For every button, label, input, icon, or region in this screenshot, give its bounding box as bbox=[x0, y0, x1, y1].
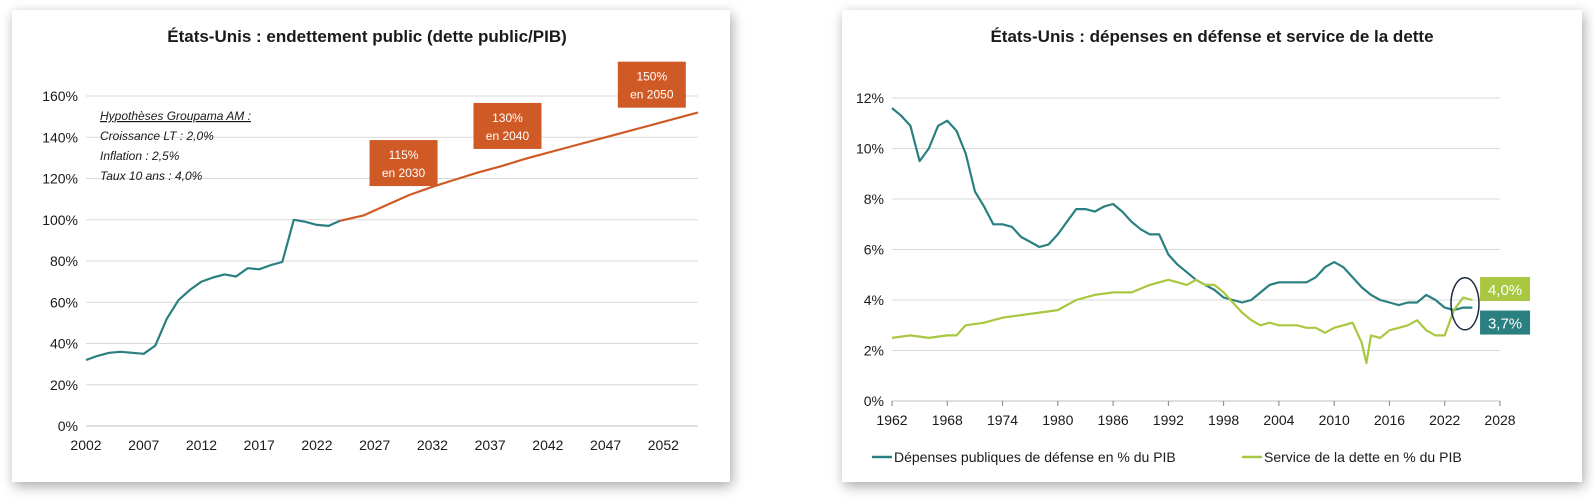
series-line-projection bbox=[339, 111, 699, 222]
annotation-value: 130% bbox=[492, 111, 523, 125]
x-tick-label: 1980 bbox=[1042, 412, 1073, 428]
y-tick-label: 20% bbox=[50, 377, 78, 393]
y-tick-label: 10% bbox=[856, 141, 884, 157]
x-tick-label: 2037 bbox=[475, 437, 506, 453]
x-tick-label: 2007 bbox=[128, 437, 159, 453]
end-label-defense: 3,7% bbox=[1488, 316, 1522, 333]
x-tick-label: 2022 bbox=[1429, 412, 1460, 428]
x-tick-label: 2047 bbox=[590, 437, 621, 453]
y-tick-label: 160% bbox=[42, 88, 78, 104]
x-tick-label: 1992 bbox=[1153, 412, 1184, 428]
annotation-box bbox=[617, 61, 686, 108]
x-tick-label: 1998 bbox=[1208, 412, 1239, 428]
x-tick-label: 2010 bbox=[1319, 412, 1350, 428]
annotation-value: 115% bbox=[389, 148, 419, 162]
series-line-historical bbox=[85, 218, 341, 362]
y-tick-label: 6% bbox=[864, 242, 884, 258]
y-tick-label: 0% bbox=[864, 393, 884, 409]
annotation-box bbox=[369, 140, 438, 187]
annotation-year: en 2030 bbox=[382, 166, 426, 180]
y-tick-label: 2% bbox=[864, 343, 884, 359]
hypothesis-rate: Taux 10 ans : 4,0% bbox=[100, 169, 203, 183]
debt-chart-title: États-Unis : endettement public (dette p… bbox=[167, 27, 567, 46]
x-tick-label: 2016 bbox=[1374, 412, 1405, 428]
series-line-defense bbox=[891, 107, 1473, 312]
y-tick-label: 120% bbox=[42, 171, 78, 187]
hypotheses-box: Hypothèses Groupama AM : Croissance LT :… bbox=[100, 109, 251, 183]
legend-label-debt-service: Service de la dette en % du PIB bbox=[1264, 449, 1462, 465]
legend-label-defense: Dépenses publiques de défense en % du PI… bbox=[894, 449, 1176, 465]
end-label-debt-service: 4,0% bbox=[1488, 282, 1522, 299]
annotation-year: en 2050 bbox=[630, 88, 674, 102]
x-tick-label: 2027 bbox=[359, 437, 390, 453]
x-tick-label: 2052 bbox=[648, 437, 679, 453]
x-tick-label: 1962 bbox=[876, 412, 907, 428]
x-tick-label: 1986 bbox=[1098, 412, 1129, 428]
annotation-value: 150% bbox=[636, 70, 667, 84]
hypothesis-growth: Croissance LT : 2,0% bbox=[100, 129, 214, 143]
debt-chart-panel: États-Unis : endettement public (dette p… bbox=[12, 10, 730, 482]
x-tick-label: 2002 bbox=[70, 437, 101, 453]
y-tick-label: 60% bbox=[50, 294, 78, 310]
annotation-box bbox=[473, 102, 542, 149]
end-label-box-defense bbox=[1480, 310, 1531, 335]
y-tick-label: 8% bbox=[864, 191, 884, 207]
defense-chart-title: États-Unis : dépenses en défense et serv… bbox=[990, 27, 1433, 46]
x-tick-label: 2017 bbox=[244, 437, 275, 453]
highlight-circle bbox=[1450, 277, 1480, 331]
y-tick-label: 40% bbox=[50, 336, 78, 352]
hypotheses-heading: Hypothèses Groupama AM : bbox=[100, 109, 251, 123]
y-tick-label: 4% bbox=[864, 292, 884, 308]
y-tick-label: 12% bbox=[856, 90, 884, 106]
x-tick-label: 2042 bbox=[532, 437, 563, 453]
y-tick-label: 140% bbox=[42, 129, 78, 145]
x-tick-label: 2022 bbox=[301, 437, 332, 453]
y-tick-label: 0% bbox=[58, 418, 78, 434]
annotation-year: en 2040 bbox=[486, 129, 530, 143]
x-tick-label: 2004 bbox=[1263, 412, 1294, 428]
series-line-debt_service bbox=[891, 278, 1473, 365]
x-tick-label: 1974 bbox=[987, 412, 1018, 428]
defense-chart: États-Unis : dépenses en défense et serv… bbox=[856, 27, 1531, 465]
hypothesis-inflation: Inflation : 2,5% bbox=[100, 149, 180, 163]
x-tick-label: 2028 bbox=[1484, 412, 1515, 428]
debt-chart: États-Unis : endettement public (dette p… bbox=[42, 27, 699, 453]
x-tick-label: 2032 bbox=[417, 437, 448, 453]
y-tick-label: 100% bbox=[42, 212, 78, 228]
x-tick-label: 1968 bbox=[932, 412, 963, 428]
y-tick-label: 80% bbox=[50, 253, 78, 269]
end-label-box-debt-service bbox=[1480, 277, 1531, 301]
defense-chart-panel: États-Unis : dépenses en défense et serv… bbox=[842, 10, 1582, 482]
legend: Dépenses publiques de défense en % du PI… bbox=[872, 449, 1462, 465]
x-tick-label: 2012 bbox=[186, 437, 217, 453]
